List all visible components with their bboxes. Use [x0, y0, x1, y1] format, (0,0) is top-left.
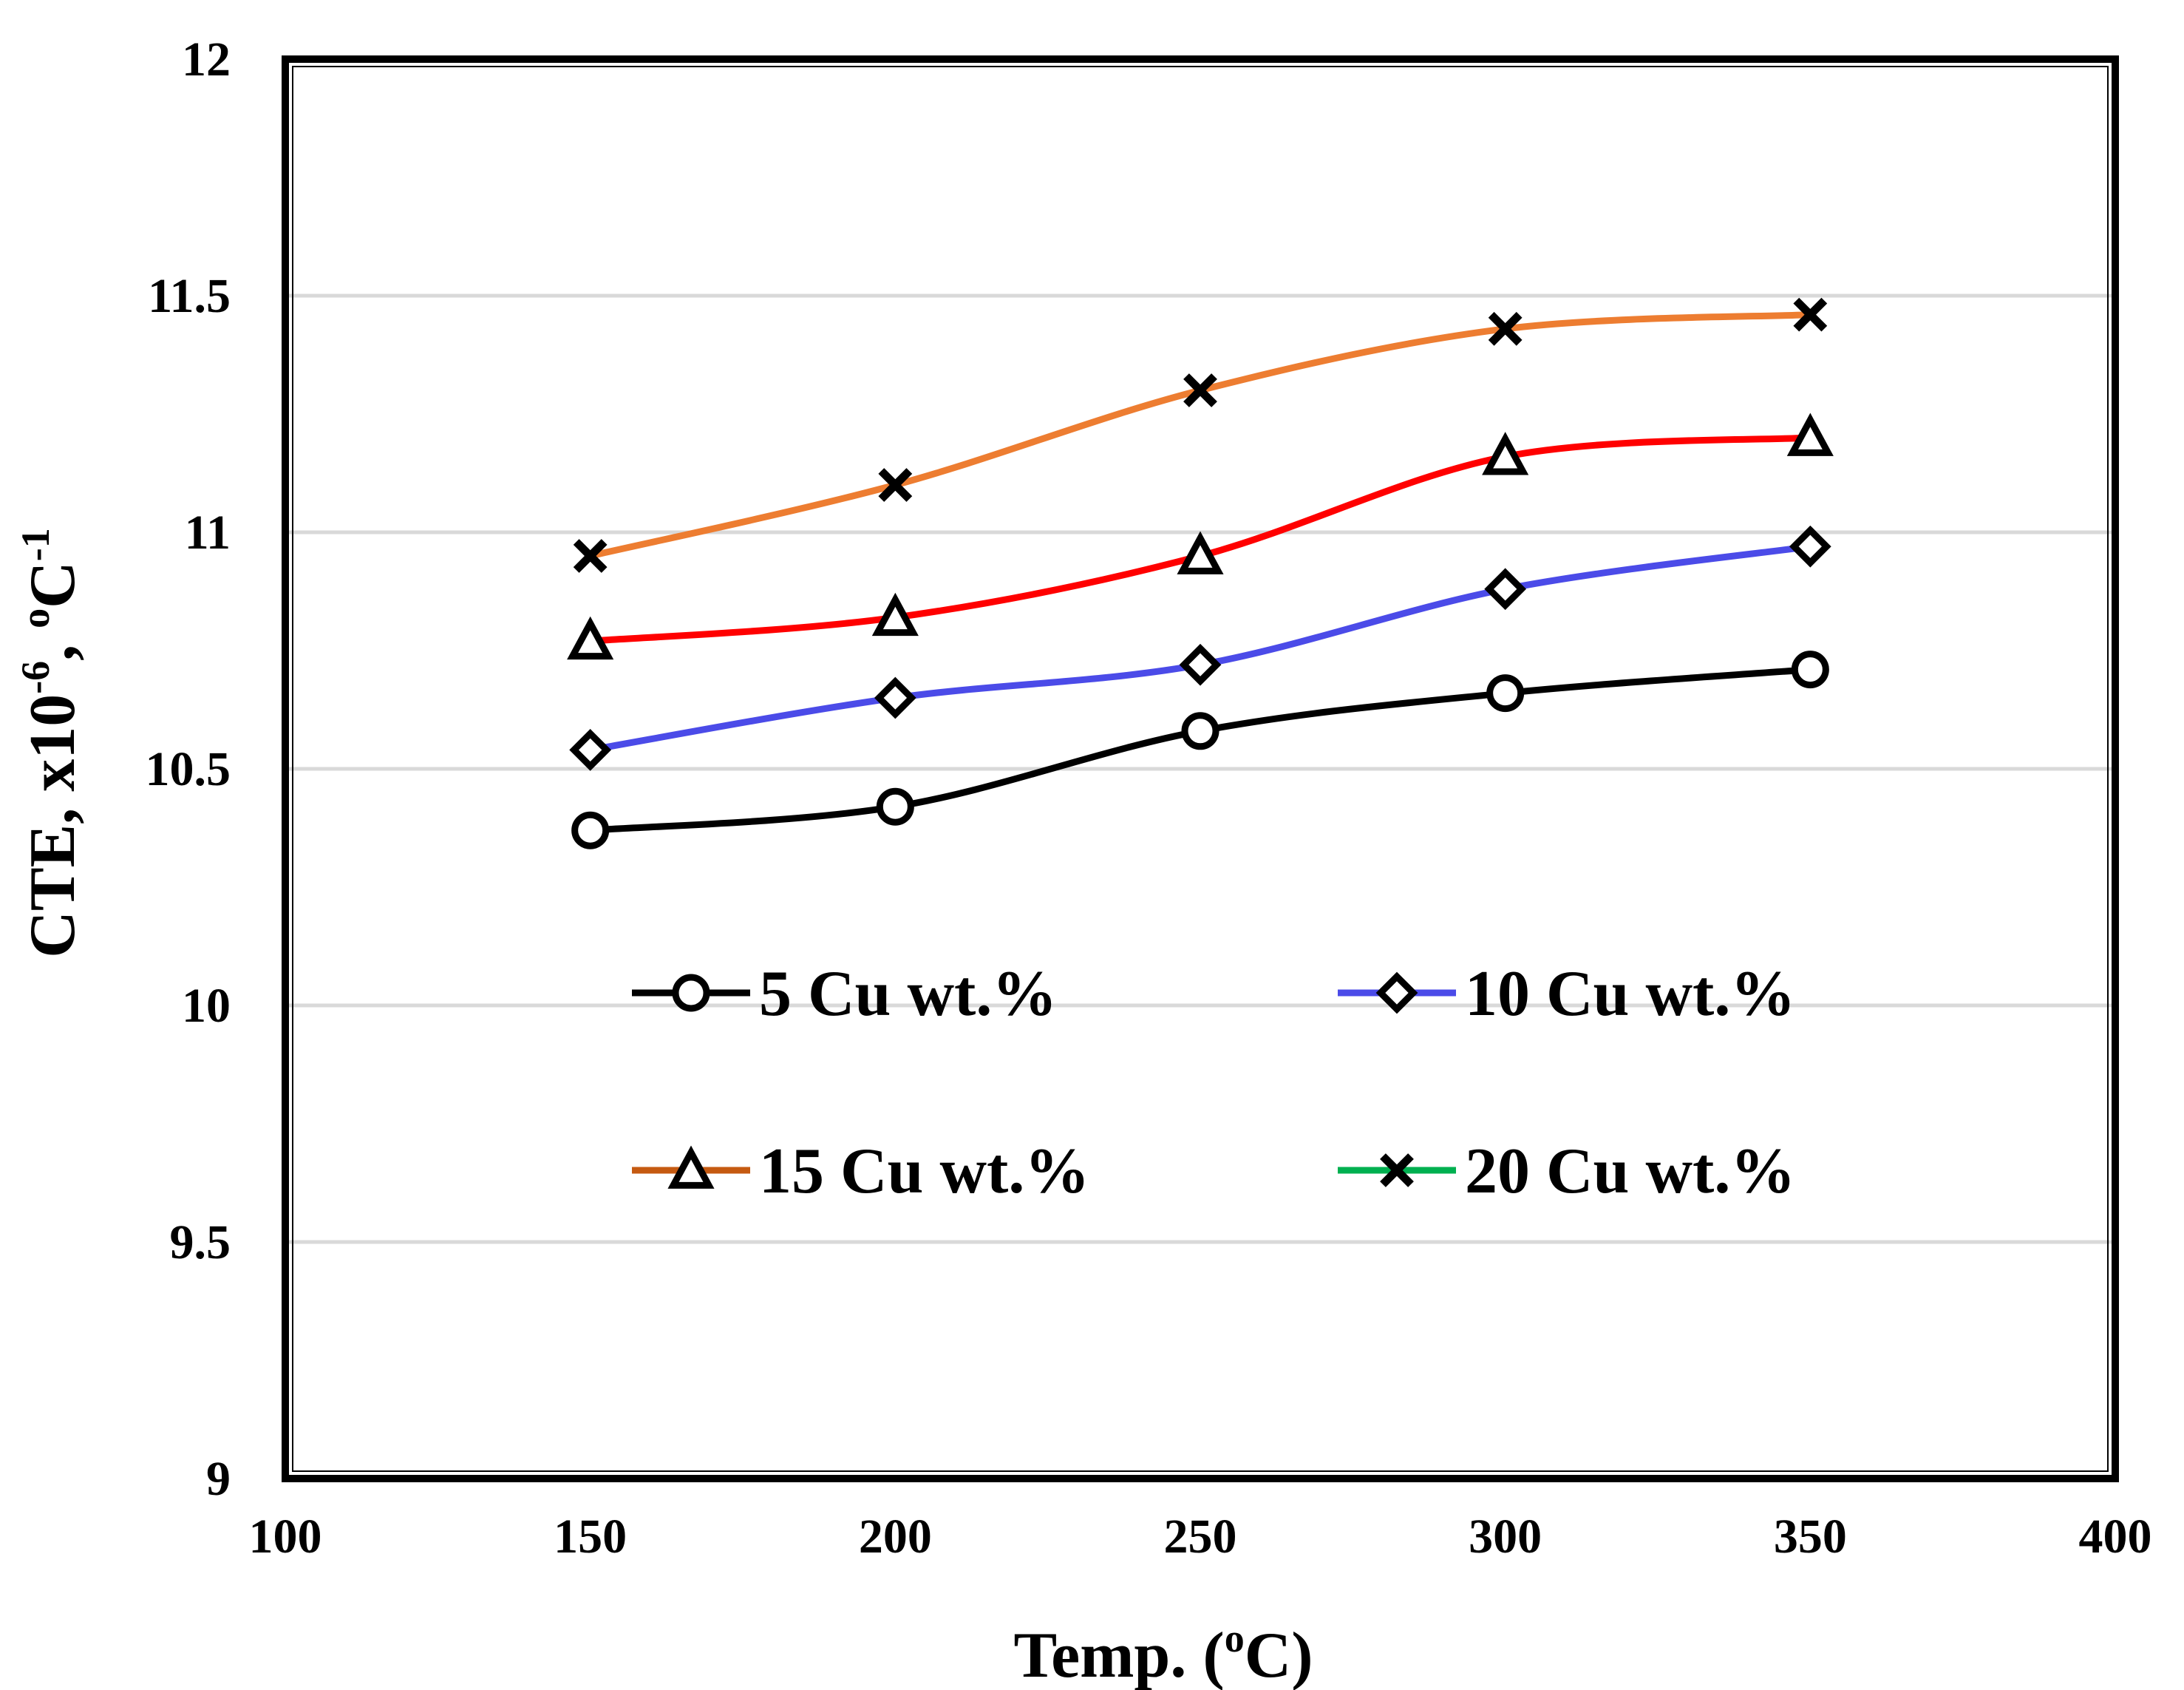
data-point-triangle: [567, 616, 614, 660]
data-point-diamond: [1179, 643, 1222, 686]
data-point-circle: [1181, 712, 1219, 750]
y-axis-title-part-5: C: [17, 561, 89, 608]
legend: 5 Cu wt.% 10 Cu wt.% 15 Cu wt.% 20 Cu wt.%: [632, 958, 1795, 1207]
y-tick-label: 12: [182, 33, 231, 86]
x-axis-title-main: Temp. (: [1013, 1620, 1224, 1690]
x-axis-title-end: C): [1245, 1620, 1313, 1690]
series-line: [587, 666, 1814, 834]
x-tick-label: 400: [2079, 1510, 2152, 1564]
x-tick-label: 300: [1469, 1510, 1542, 1564]
y-axis-title-part-6: -1: [13, 528, 58, 561]
x-tick-label: 150: [554, 1510, 627, 1564]
data-point-diamond: [569, 729, 612, 771]
legend-entry-4: 20 Cu wt.%: [1338, 1136, 1795, 1207]
legend-marker-circle: [672, 974, 710, 1012]
y-tick-label: 11.5: [148, 269, 231, 323]
y-tick-label: 10.5: [146, 742, 231, 796]
y-axis-title-part-3: ,: [17, 628, 89, 661]
data-point-triangle: [1482, 432, 1529, 475]
series-layer: [567, 297, 1834, 849]
data-point-x: [1488, 311, 1523, 346]
plot-area-frame-inner: [292, 66, 2109, 1472]
data-point-x: [878, 468, 913, 502]
data-point-x: [1183, 373, 1217, 407]
data-point-x: [1793, 297, 1828, 332]
series-3: [567, 413, 1834, 660]
y-axis-tick-labels: 9 9.5 10 10.5 11 11.5 12: [146, 33, 231, 1506]
data-point-circle: [1791, 651, 1829, 689]
series-line: [587, 311, 1814, 560]
plot-area-frame: [282, 55, 2119, 1482]
x-axis-tick-labels: 100 150 200 250 300 350 400: [249, 1510, 2152, 1564]
y-tick-label: 9: [206, 1452, 231, 1506]
y-tick-label: 9.5: [170, 1215, 231, 1269]
x-tick-label: 100: [249, 1510, 322, 1564]
series-2: [569, 525, 1831, 771]
legend-entry-3: 15 Cu wt.%: [632, 1136, 1089, 1207]
legend-marker-x: [1380, 1153, 1414, 1187]
data-point-diamond: [1484, 568, 1527, 611]
data-point-diamond: [1789, 525, 1831, 568]
y-tick-label: 11: [185, 506, 231, 560]
data-point-triangle: [1177, 531, 1224, 574]
y-axis-title-part-4: o: [13, 608, 58, 628]
legend-label: 5 Cu wt.%: [759, 958, 1057, 1030]
legend-label: 20 Cu wt.%: [1465, 1136, 1795, 1207]
y-axis-title: CTE, x10-6, oC-1: [13, 528, 89, 957]
x-axis-title: Temp. (oC): [1013, 1616, 1313, 1690]
legend-marker-triangle: [667, 1145, 715, 1189]
gridlines: [285, 293, 2115, 1244]
y-axis-title-part-1: CTE, x10: [17, 694, 89, 958]
legend-label: 10 Cu wt.%: [1465, 958, 1795, 1030]
series-1: [571, 651, 1829, 849]
y-tick-label: 10: [182, 979, 231, 1033]
legend-marker-diamond: [1375, 971, 1418, 1014]
data-point-triangle: [1786, 413, 1834, 456]
x-tick-label: 200: [859, 1510, 932, 1564]
legend-entry-2: 10 Cu wt.%: [1338, 958, 1795, 1030]
data-point-triangle: [871, 592, 919, 637]
x-tick-label: 350: [1774, 1510, 1847, 1564]
data-point-circle: [1486, 674, 1525, 713]
legend-label: 15 Cu wt.%: [759, 1136, 1089, 1207]
series-4: [573, 297, 1828, 573]
data-point-circle: [876, 787, 914, 826]
y-axis-title-part-2: -6: [13, 661, 58, 694]
data-point-x: [573, 539, 608, 573]
legend-entry-1: 5 Cu wt.%: [632, 958, 1057, 1030]
data-point-diamond: [874, 676, 916, 719]
x-axis-title-superscript: o: [1225, 1616, 1245, 1660]
data-point-circle: [571, 811, 610, 849]
x-tick-label: 250: [1164, 1510, 1237, 1564]
